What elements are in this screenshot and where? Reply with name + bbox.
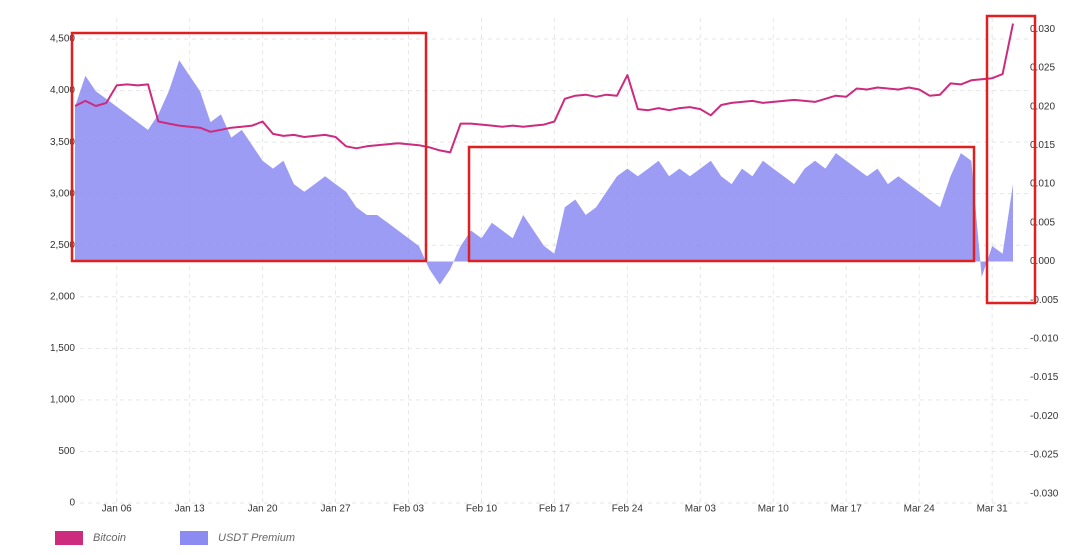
annotations: [70, 14, 1037, 305]
y2-tick-label: -0.020: [1030, 411, 1059, 422]
y-tick-label: 2,500: [50, 240, 75, 251]
y-tick-label: 3,000: [50, 188, 75, 199]
x-tick-label: Mar 03: [685, 504, 717, 515]
y2-tick-label: 0.015: [1030, 140, 1055, 151]
y2-tick-label: 0.025: [1030, 63, 1055, 74]
x-tick-label: Feb 17: [539, 504, 571, 515]
axes: 0 500 1,000 1,500 2,000 2,500 3,000 3,500 4,000 4…: [50, 24, 1059, 515]
legend-label: Bitcoin: [93, 532, 126, 544]
y2-tick-label: -0.025: [1030, 450, 1059, 461]
highlight-box: [467, 145, 976, 263]
y-tick-label: 4,500: [50, 34, 75, 45]
y2-tick-label: 0.010: [1030, 179, 1055, 190]
x-tick-label: Mar 17: [831, 504, 863, 515]
y-tick-label: 1,500: [50, 343, 75, 354]
highlight-box: [70, 31, 428, 263]
y2-tick-label: 0.005: [1030, 217, 1055, 228]
x-tick-label: Feb 24: [612, 504, 644, 515]
x-tick-label: Feb 03: [393, 504, 425, 515]
x-tick-label: Jan 20: [248, 504, 278, 515]
x-tick-label: Jan 13: [175, 504, 205, 515]
line: [74, 23, 1014, 154]
y-tick-label: 3,500: [50, 137, 75, 148]
y2-tick-label: 0.030: [1030, 24, 1055, 35]
y2-tick-label: 0.000: [1030, 256, 1055, 267]
x-tick-label: Feb 10: [466, 504, 498, 515]
x-tick-label: Jan 27: [321, 504, 351, 515]
x-tick-label: Mar 31: [977, 504, 1009, 515]
plot: [74, 23, 1014, 285]
legend: Bitcoin USDT Premium: [55, 531, 295, 545]
area: [75, 60, 1013, 285]
x-tick-label: Mar 10: [758, 504, 790, 515]
highlight-box: [985, 14, 1037, 305]
legend-label: USDT Premium: [218, 532, 295, 544]
y-tick-label: 2,000: [50, 291, 75, 302]
y2-tick-label: -0.010: [1030, 334, 1059, 345]
y-tick-label: 0: [69, 498, 75, 509]
y2-tick-label: -0.015: [1030, 372, 1059, 383]
y-tick-label: 500: [58, 446, 75, 457]
y-tick-label: 4,000: [50, 85, 75, 96]
y2-tick-label: 0.020: [1030, 101, 1055, 112]
legend-swatch: [180, 531, 208, 545]
x-tick-label: Jan 06: [102, 504, 132, 515]
y-tick-label: 1,000: [50, 395, 75, 406]
y2-tick-label: -0.005: [1030, 295, 1059, 306]
x-tick-label: Mar 24: [904, 504, 936, 515]
y2-tick-label: -0.030: [1030, 488, 1059, 499]
legend-swatch: [55, 531, 83, 545]
